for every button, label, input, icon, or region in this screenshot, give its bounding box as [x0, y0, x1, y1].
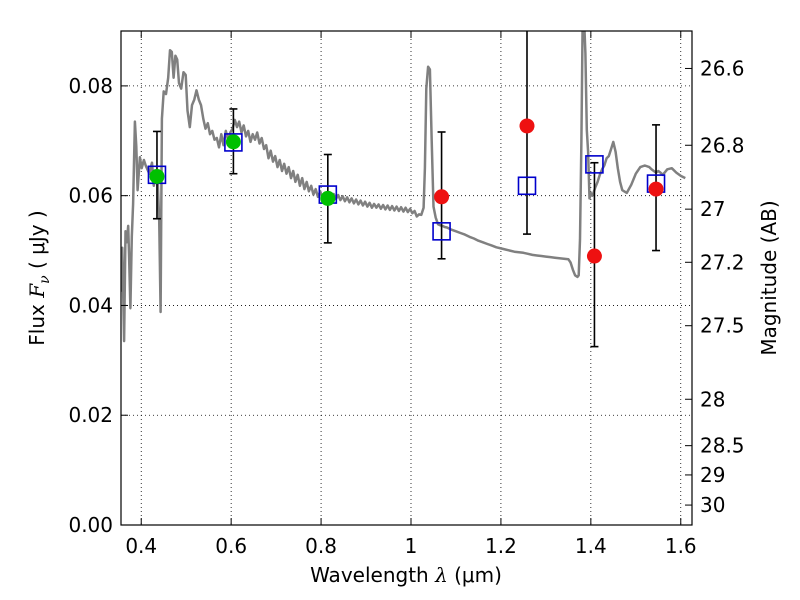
x-axis-title: Wavelength λ (μm): [310, 563, 502, 587]
x-tick-label: 1.2: [485, 534, 517, 558]
axes: 0.4 0.6 0.8 1 1.2 1.4 1.6 0.00 0.02 0.04 0.06 0.08 2…: [68, 30, 745, 558]
model-square-point: [517, 176, 537, 196]
x-tick-label: 0.6: [215, 534, 247, 558]
x-tick-label: 1.4: [575, 534, 607, 558]
y2-tick-label: 26.6: [700, 56, 745, 80]
y2-tick-label: 29: [700, 463, 725, 487]
model-square-point: [224, 133, 243, 152]
y-tick-label: 0.00: [68, 513, 113, 537]
y2-tick-label: 26.8: [700, 133, 745, 157]
red-data-point: [648, 181, 664, 197]
y-tick-label: 0.08: [68, 74, 113, 98]
green-data-point: [225, 134, 241, 150]
plot-area: [121, 31, 686, 348]
x-tick-label: 0.4: [125, 534, 157, 558]
x-tick-label: 1.6: [665, 534, 697, 558]
y2-tick-label: 27.5: [700, 314, 745, 338]
red-data-point: [519, 118, 535, 134]
y2-tick-label: 28.5: [700, 434, 745, 458]
red-data-point: [434, 189, 450, 205]
y2-tick-label: 27.2: [700, 250, 745, 274]
y2-tick-label: 30: [700, 493, 725, 517]
y-axis-title: Flux Fν ( μJy ): [25, 210, 53, 345]
model-square-point: [432, 222, 451, 241]
y2-tick-label: 28: [700, 387, 725, 411]
model-square-point: [585, 155, 604, 174]
green-data-point: [320, 190, 336, 206]
y-tick-label: 0.02: [68, 403, 113, 427]
y-tick-label: 0.04: [68, 293, 113, 317]
y2-tick-label: 27: [700, 197, 725, 221]
secondary-y-axis-title: Magnitude (AB): [757, 200, 781, 355]
red-data-point: [586, 248, 602, 264]
x-tick-label: 1: [405, 534, 418, 558]
sed-model-line: [121, 31, 686, 343]
green-data-point: [149, 168, 165, 184]
y-tick-label: 0.06: [68, 184, 113, 208]
plot-frame: [120, 30, 693, 526]
x-tick-label: 0.8: [305, 534, 337, 558]
